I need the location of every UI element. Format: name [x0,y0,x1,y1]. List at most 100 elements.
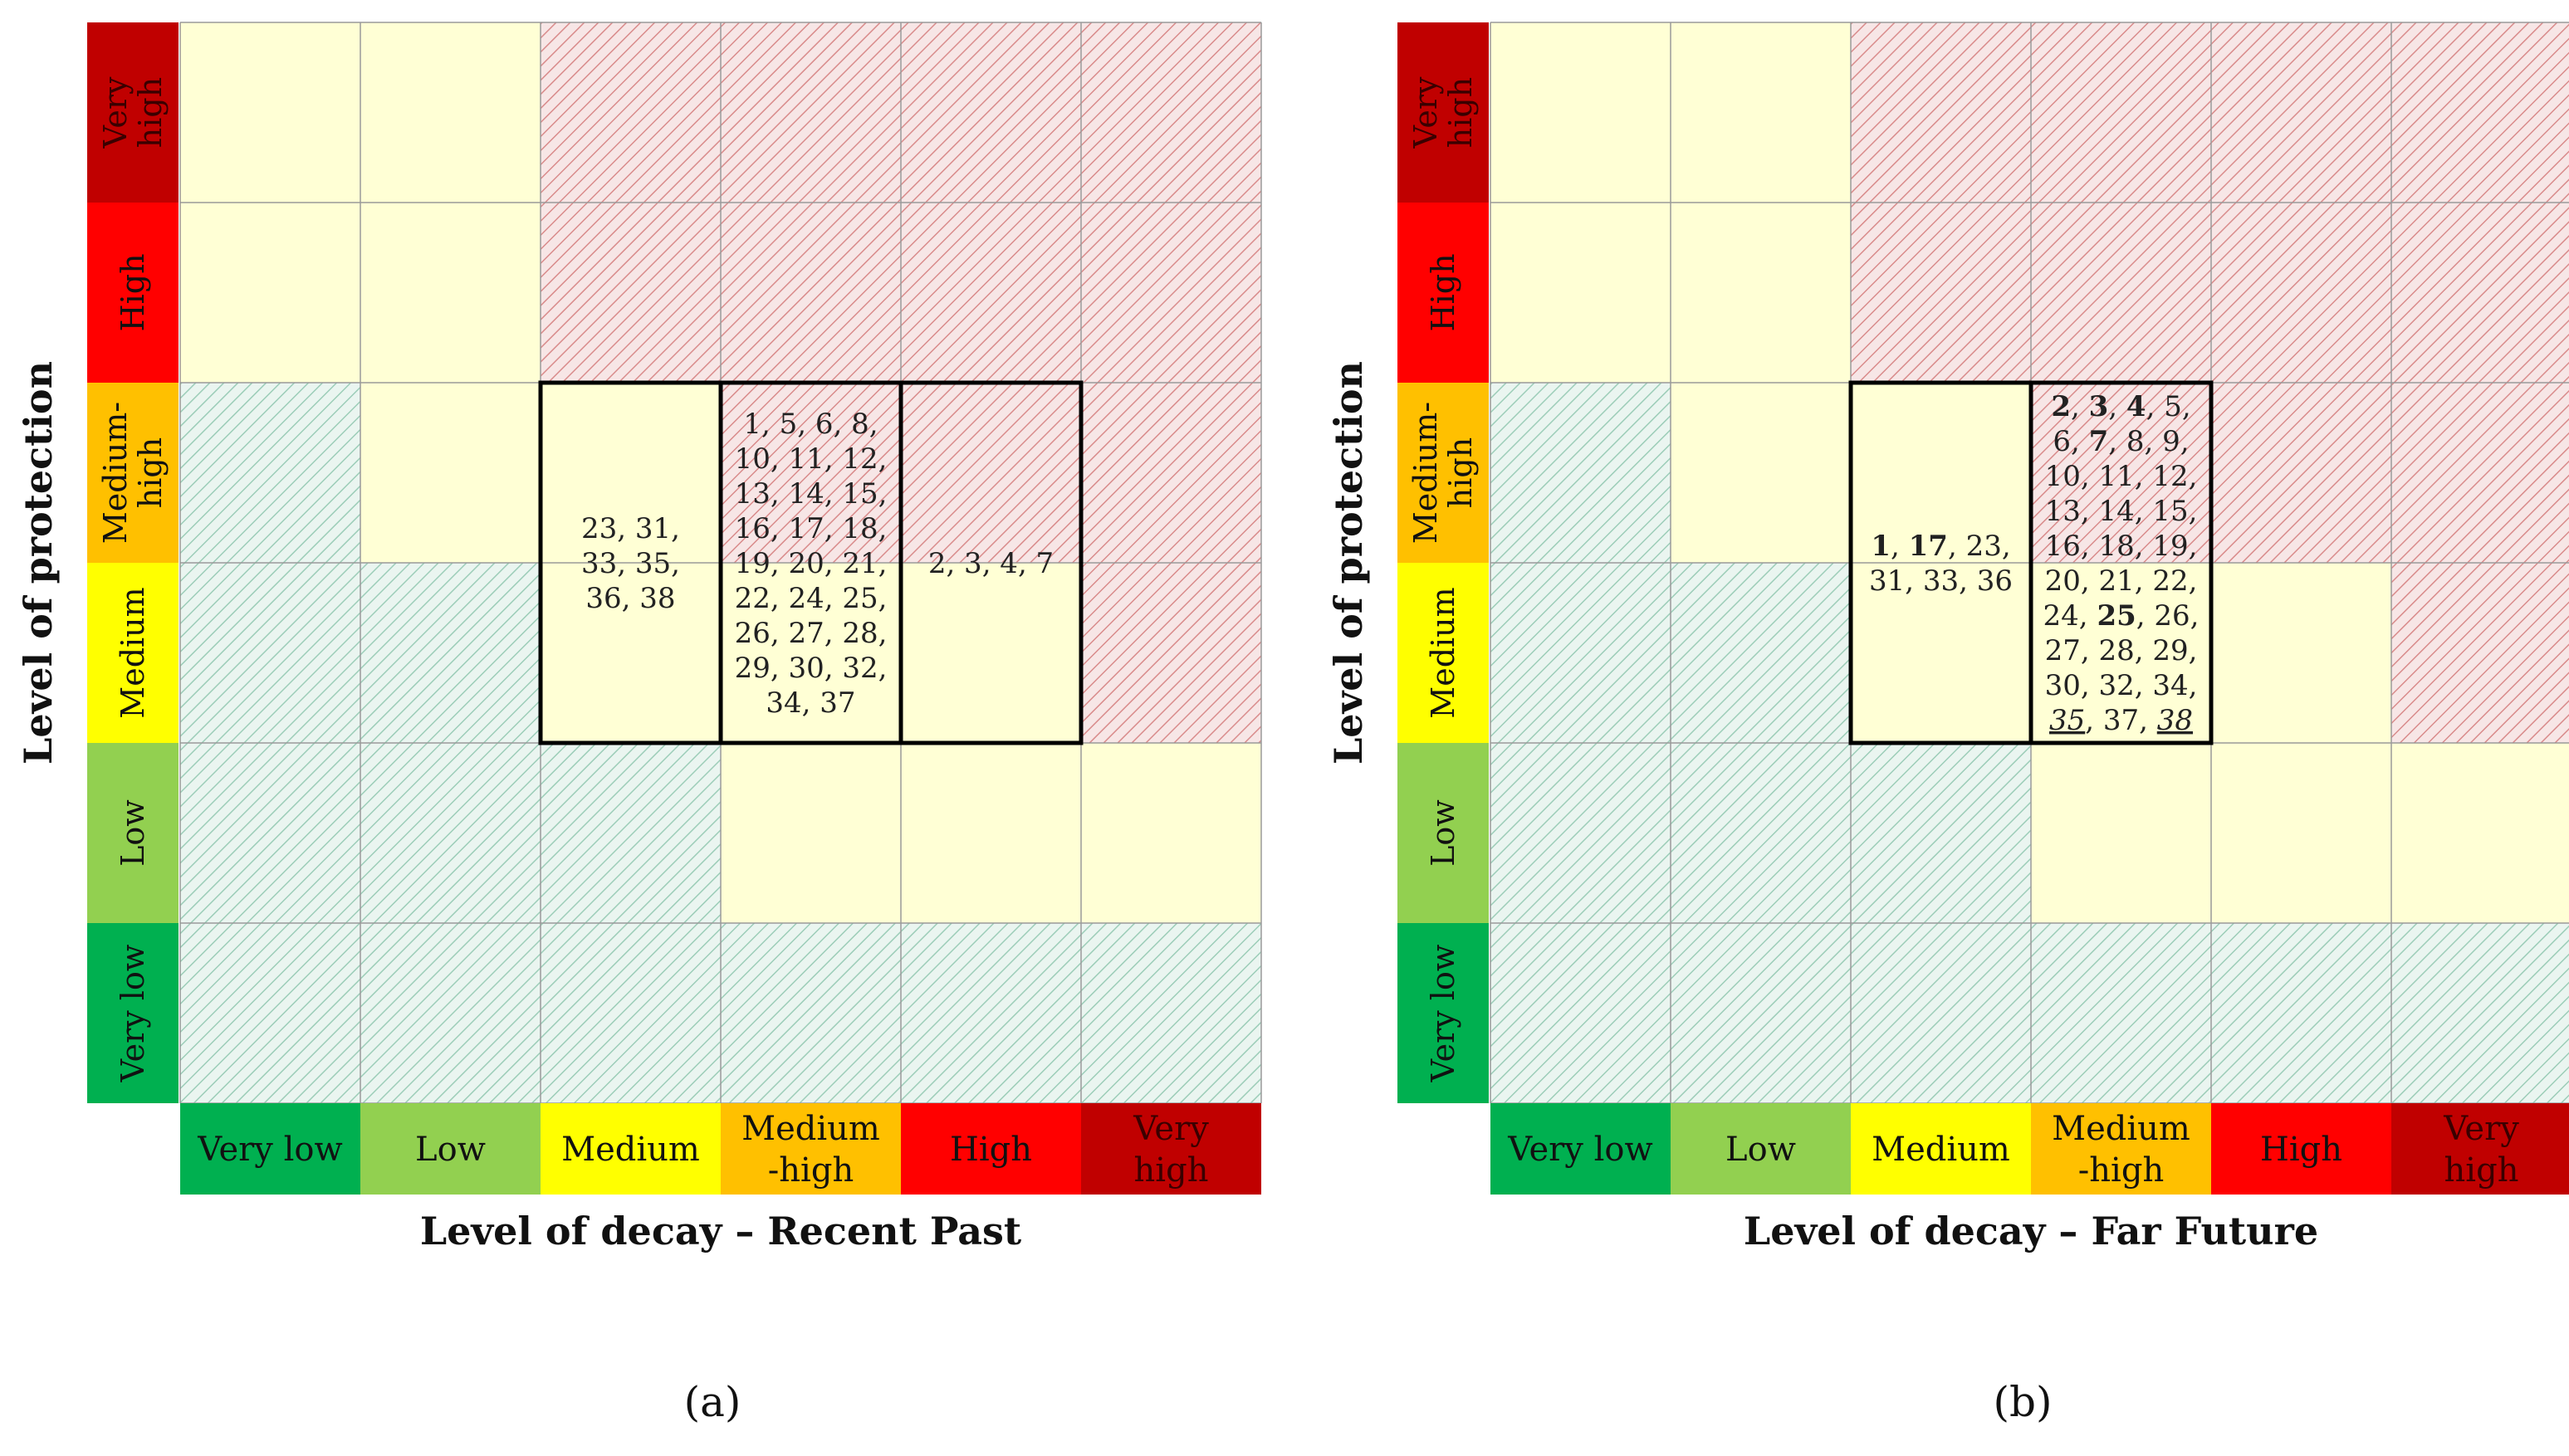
x-tick-low-cell [360,1103,541,1195]
zone-cell-pink [2211,383,2391,563]
x-tick-low-cell [1671,1103,1851,1195]
zone-cell-pink [541,22,721,203]
group-items-high: 2, 3, 4, 7 [928,547,1054,580]
zone-cell-teal [1081,923,1261,1103]
panel-a-recent-past: Veryhigh High Medium-high Medium Low Very low… [16,22,1262,1426]
group-box-medium-high [2028,380,2214,745]
x-tick-medium-high-cell [721,1103,901,1195]
x-axis-title: Level of decay – Far Future [1744,1209,2318,1253]
group-items-medium-high: 2, 3, 4, 5, 6, 7, 8, 9, 10, 11, 12, 13, 14,… [2043,390,2200,737]
x-tick-medium: Medium [1872,1131,2010,1169]
zone-cell-cream [721,743,901,923]
zone-cell-teal [1490,383,1671,563]
y-tick-medium-high-cell [1397,383,1489,563]
y-tick-very-high: Veryhigh [1407,76,1479,149]
x-tick-very-low-cell [180,1103,360,1195]
zone-cell-pink [1851,203,2031,383]
zone-cell-teal [2031,923,2211,1103]
zone-cell-teal [360,743,541,923]
zone-cell-cream [2211,563,2391,743]
group-items-medium: 23, 31, 33, 35, 36, 38 [581,512,680,615]
x-tick-very-low: Very low [1507,1131,1652,1169]
zone-cell-teal [541,743,721,923]
x-tick-low: Low [415,1131,486,1169]
y-tick-very-low-cell [87,923,179,1103]
x-tick-medium-high: Medium -high [2052,1110,2190,1190]
zone-cell-cream [1851,563,2031,743]
zone-cell-pink [2391,203,2569,383]
zone-cell-teal [180,383,360,563]
zone-cell-pink [2391,563,2569,743]
x-tick-high-cell [901,1103,1081,1195]
y-tick-high-cell [1397,203,1489,383]
group-box-high [898,380,1084,745]
y-tick-very-high-cell [87,22,179,203]
panel-b-far-future: Veryhigh High Medium-high Medium Low Very low… [1326,22,2569,1426]
x-axis-title: Level of decay – Recent Past [420,1209,1022,1253]
zone-cell-pink [721,383,901,563]
zone-cell-teal [1671,923,1851,1103]
zone-cell-pink [2391,22,2569,203]
zone-cell-cream [2031,743,2211,923]
panel-label: (b) [1993,1378,2052,1426]
group-items-medium-high: 1, 5, 6, 8, 10, 11, 12, 13, 14, 15, 16, 17,… [735,408,888,720]
zone-cell-pink [901,383,1081,563]
zone-cell-cream [1081,743,1261,923]
zone-cell-teal [1851,923,2031,1103]
zone-cell-cream [1671,203,1851,383]
group-items-medium: 1, 17, 23, 31, 33, 36 [1869,530,2013,598]
x-tick-very-high-cell [2391,1103,2569,1195]
zone-cell-cream [2211,743,2391,923]
x-tick-high: High [2260,1131,2342,1169]
x-tick-low: Low [1725,1131,1796,1169]
zone-cell-cream [901,563,1081,743]
y-tick-medium-cell [1397,563,1489,743]
x-tick-medium-cell [541,1103,721,1195]
zone-cell-cream [2391,743,2569,923]
zone-cell-teal [2391,923,2569,1103]
y-tick-very-low: Very low [115,944,151,1082]
zone-cell-pink [2391,383,2569,563]
x-tick-high-cell [2211,1103,2391,1195]
zone-cell-cream [1671,383,1851,563]
y-tick-low-cell [87,743,179,923]
y-tick-medium-high: Medium-high [1407,402,1479,544]
zone-cell-cream [1490,22,1671,203]
zone-cell-cream [360,203,541,383]
y-tick-very-high: Veryhigh [97,76,169,149]
y-tick-high: High [115,253,151,331]
zone-cell-cream [901,743,1081,923]
zone-cell-cream [180,203,360,383]
zone-cell-pink [901,203,1081,383]
zone-cell-cream [180,22,360,203]
y-tick-high: High [1425,253,1461,331]
y-tick-very-low-cell [1397,923,1489,1103]
zone-cell-teal [1671,563,1851,743]
zone-cell-pink [541,203,721,383]
y-tick-medium-high-cell [87,383,179,563]
zone-cell-teal [901,923,1081,1103]
zone-cell-pink [2211,22,2391,203]
zone-cell-teal [180,923,360,1103]
zone-cell-pink [2211,203,2391,383]
zone-cell-teal [541,923,721,1103]
zone-cell-teal [721,923,901,1103]
zone-cell-cream [1851,383,2031,563]
zone-cell-cream [721,563,901,743]
zone-cell-cream [1671,22,1851,203]
y-tick-medium: Medium [1425,587,1461,718]
zone-cell-pink [2031,383,2211,563]
zone-cell-cream [2031,563,2211,743]
x-tick-medium-high: Medium -high [741,1110,880,1190]
zone-cell-teal [1490,923,1671,1103]
zone-cell-cream [360,383,541,563]
y-axis-title: Level of protection [1326,361,1371,765]
zone-cell-cream [1490,203,1671,383]
zone-cell-teal [2211,923,2391,1103]
zone-cell-teal [180,563,360,743]
x-tick-very-low-cell [1490,1103,1671,1195]
y-tick-medium-cell [87,563,179,743]
y-tick-medium: Medium [115,587,151,718]
zone-cell-cream [541,563,721,743]
